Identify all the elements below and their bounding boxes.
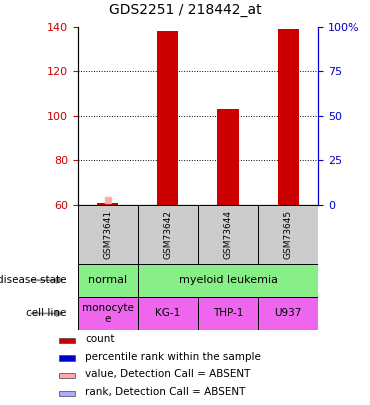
Bar <box>59 356 74 360</box>
Bar <box>138 205 198 264</box>
Text: rank, Detection Call = ABSENT: rank, Detection Call = ABSENT <box>85 387 245 397</box>
Bar <box>59 391 74 396</box>
Bar <box>78 264 138 297</box>
Text: KG-1: KG-1 <box>155 309 181 318</box>
Text: GSM73642: GSM73642 <box>164 210 172 259</box>
Bar <box>78 297 138 330</box>
Text: value, Detection Call = ABSENT: value, Detection Call = ABSENT <box>85 369 250 379</box>
Text: GSM73644: GSM73644 <box>223 210 232 259</box>
Text: THP-1: THP-1 <box>213 309 243 318</box>
Text: disease state: disease state <box>0 275 67 285</box>
Bar <box>59 373 74 378</box>
Bar <box>138 264 318 297</box>
Text: U937: U937 <box>275 309 302 318</box>
Bar <box>218 109 239 205</box>
Bar <box>278 29 299 205</box>
Text: GSM73641: GSM73641 <box>103 210 112 259</box>
Text: GSM73645: GSM73645 <box>284 210 293 259</box>
Bar <box>258 297 318 330</box>
Bar <box>78 205 138 264</box>
Bar <box>138 297 198 330</box>
Bar <box>258 205 318 264</box>
Text: GDS2251 / 218442_at: GDS2251 / 218442_at <box>109 2 261 17</box>
Text: count: count <box>85 334 115 344</box>
Bar <box>97 202 118 205</box>
Bar <box>59 338 74 343</box>
Bar <box>198 205 258 264</box>
Text: percentile rank within the sample: percentile rank within the sample <box>85 352 261 362</box>
Bar <box>198 297 258 330</box>
Text: normal: normal <box>88 275 127 285</box>
Text: monocyte
e: monocyte e <box>82 303 134 324</box>
Bar <box>157 31 178 205</box>
Text: myeloid leukemia: myeloid leukemia <box>178 275 278 285</box>
Text: cell line: cell line <box>26 309 67 318</box>
